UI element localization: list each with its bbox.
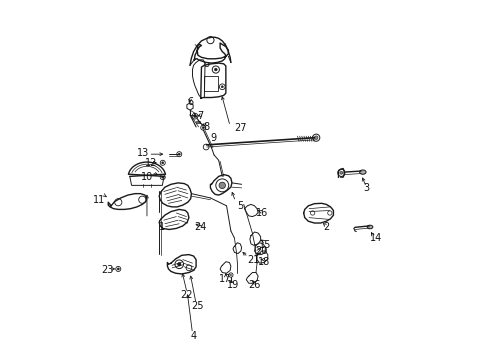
Text: 7: 7 <box>197 111 203 121</box>
Text: 6: 6 <box>186 97 193 107</box>
Text: 12: 12 <box>145 158 157 168</box>
Text: 19: 19 <box>226 280 239 290</box>
Circle shape <box>202 127 204 129</box>
Circle shape <box>314 136 317 139</box>
Text: 4: 4 <box>190 331 196 341</box>
Circle shape <box>339 171 342 174</box>
Circle shape <box>193 115 196 118</box>
Text: 17: 17 <box>218 274 230 284</box>
Circle shape <box>162 162 163 164</box>
Text: 15: 15 <box>259 240 271 250</box>
Circle shape <box>221 86 223 88</box>
Text: 25: 25 <box>190 301 203 311</box>
Ellipse shape <box>366 225 372 229</box>
Circle shape <box>177 262 181 266</box>
Circle shape <box>214 68 217 71</box>
Text: 27: 27 <box>233 123 246 133</box>
Ellipse shape <box>359 170 366 174</box>
Text: 18: 18 <box>258 257 270 267</box>
Text: 26: 26 <box>248 280 260 290</box>
Text: 8: 8 <box>203 122 209 132</box>
Text: 14: 14 <box>369 233 382 243</box>
Text: 5: 5 <box>237 201 243 211</box>
Circle shape <box>219 182 225 189</box>
Circle shape <box>117 268 119 270</box>
Text: 22: 22 <box>180 291 192 301</box>
Bar <box>204 76 218 91</box>
Bar <box>196 121 200 123</box>
Text: 10: 10 <box>141 172 153 182</box>
Circle shape <box>162 176 163 178</box>
Text: 3: 3 <box>363 183 369 193</box>
Text: 20: 20 <box>255 246 267 256</box>
Text: 11: 11 <box>93 195 105 205</box>
Text: 16: 16 <box>255 208 267 218</box>
Text: 9: 9 <box>209 133 216 143</box>
Circle shape <box>178 153 180 155</box>
Circle shape <box>230 274 231 276</box>
Text: 1: 1 <box>159 222 165 232</box>
Text: 13: 13 <box>137 148 149 158</box>
Text: 21: 21 <box>247 255 259 265</box>
Text: 23: 23 <box>101 265 114 275</box>
Text: 2: 2 <box>323 222 329 232</box>
Text: 24: 24 <box>194 222 206 232</box>
